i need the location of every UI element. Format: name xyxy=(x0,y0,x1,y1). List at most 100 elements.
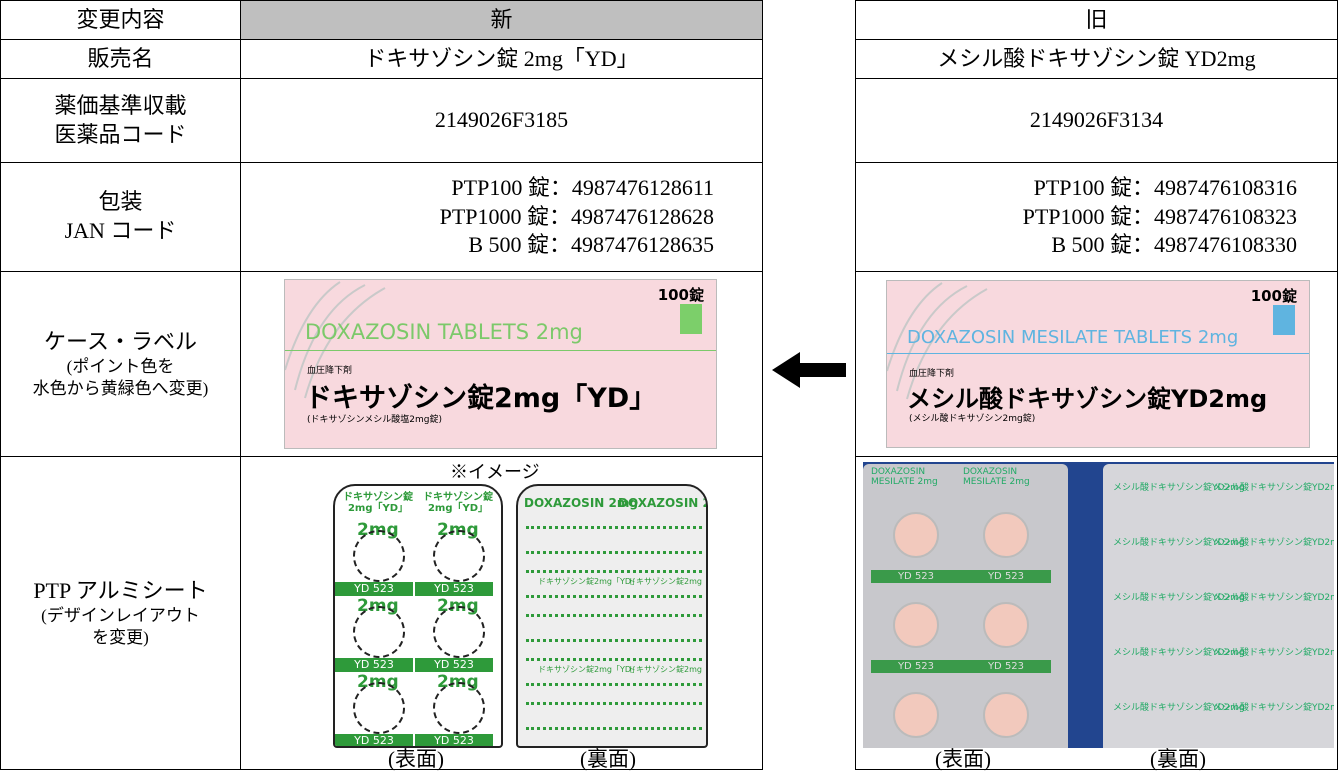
note: (ドキサゾシンメシル酸塩2mg錠) xyxy=(307,415,442,425)
cell-text: ドキサゾシン錠 2mg「YD」 xyxy=(364,45,639,71)
sheet xyxy=(1103,464,1334,748)
pocket xyxy=(433,682,485,734)
tablet xyxy=(893,512,939,558)
pocket xyxy=(353,606,405,658)
rule xyxy=(285,350,716,351)
back-name: DOXAZOSIN 2mg xyxy=(524,496,638,510)
code: YD 523 xyxy=(415,658,493,672)
pocket xyxy=(433,530,485,582)
front-name: ドキサゾシン錠2mg「YD」 xyxy=(538,665,640,674)
cell-text: PTP100 錠：4987476108316 xyxy=(1033,175,1297,201)
row-label: PTP アルミシート xyxy=(33,577,208,603)
pattern xyxy=(526,570,702,598)
case-label-new: 100錠 DOXAZOSIN TABLETS 2mg 血圧降下剤 ドキサゾシン錠… xyxy=(284,279,717,449)
back-name: メシル酸ドキサゾシン錠YD2mg xyxy=(1113,538,1245,548)
category: 血圧降下剤 xyxy=(307,366,353,376)
name-jp: メシル酸ドキサゾシン錠YD2mg xyxy=(907,385,1268,413)
back-name: メシル酸ドキサゾシン錠YD2mg xyxy=(1113,648,1245,658)
code: YD 523 xyxy=(415,734,493,746)
code: YD 523 xyxy=(335,734,413,746)
front-name: ドキサゾシン錠2mg「YD」 xyxy=(423,492,493,514)
caption: (表面) xyxy=(388,747,444,771)
cell-text: PTP100 錠：4987476128611 xyxy=(451,175,714,201)
name-en: DOXAZOSIN MESILATE TABLETS 2mg xyxy=(907,327,1239,348)
pocket xyxy=(433,606,485,658)
tablet xyxy=(893,692,939,738)
pattern xyxy=(526,526,702,554)
caption: (表面) xyxy=(935,747,991,771)
code: YD 523 xyxy=(871,570,961,583)
code: YD 523 xyxy=(335,658,413,672)
code: YD 523 xyxy=(961,570,1051,583)
front-name: ドキサゾシン錠2mg「YD」 xyxy=(538,577,640,586)
badge xyxy=(680,304,702,334)
back-name: メシル酸ドキサゾシン錠YD2mg xyxy=(1213,648,1334,658)
code: YD 523 xyxy=(871,660,961,673)
cell: メシル酸ドキサゾシン錠 YD2mg xyxy=(855,39,1338,79)
cell: 販売名 xyxy=(0,39,241,79)
code: YD 523 xyxy=(961,660,1051,673)
cell: ケース・ラベル (ポイント色を 水色から黄緑色へ変更) xyxy=(0,271,241,457)
row-label: 販売名 xyxy=(87,45,154,71)
header-cell: 新 xyxy=(240,0,763,40)
decor xyxy=(887,282,988,400)
cell: PTP100 錠：4987476108316 PTP1000 錠：49874761… xyxy=(855,162,1338,272)
rule xyxy=(887,353,1309,354)
tablet xyxy=(983,692,1029,738)
pattern xyxy=(526,658,702,686)
header-text: 旧 xyxy=(1085,6,1108,32)
row-label: 医薬品コード xyxy=(54,121,187,147)
cell: 薬価基準収載 医薬品コード xyxy=(0,78,241,163)
cell-text: 2149026F3185 xyxy=(434,107,569,133)
row-label: 薬価基準収載 xyxy=(54,92,187,118)
front-name: DOXAZOSIN MESILATE 2mg xyxy=(871,467,938,487)
header-text: 変更内容 xyxy=(76,6,165,32)
tablet xyxy=(893,602,939,648)
header-cell: 変更内容 xyxy=(0,0,241,40)
cell: 2149026F3134 xyxy=(855,78,1338,163)
front-name: ドキサゾシン錠2mg「YD」 xyxy=(628,665,706,674)
count: 100錠 xyxy=(657,286,704,304)
decor-line xyxy=(285,281,386,399)
row-label: 水色から黄緑色へ変更) xyxy=(32,379,209,399)
cell: PTP アルミシート (デザインレイアウト を変更) xyxy=(0,456,241,770)
code: YD 523 xyxy=(415,582,493,596)
cell: PTP100 錠：4987476128611 PTP1000 錠：49874761… xyxy=(240,162,763,272)
back-name: メシル酸ドキサゾシン錠YD2mg xyxy=(1113,483,1245,493)
cell: 2149026F3185 xyxy=(240,78,763,163)
image-note: ※イメージ xyxy=(450,462,540,482)
back-name: メシル酸ドキサゾシン錠YD2mg xyxy=(1213,483,1334,493)
count: 100錠 xyxy=(1250,287,1297,305)
back-name: メシル酸ドキサゾシン錠YD2mg xyxy=(1213,593,1334,603)
back-name: メシル酸ドキサゾシン錠YD2mg xyxy=(1213,703,1334,713)
back-name: メシル酸ドキサゾシン錠YD2mg xyxy=(1113,703,1245,713)
cell-text: メシル酸ドキサゾシン錠 YD2mg xyxy=(937,45,1256,71)
back-name: メシル酸ドキサゾシン錠YD2mg xyxy=(1113,593,1245,603)
header-text: 新 xyxy=(490,6,513,32)
back-name: メシル酸ドキサゾシン錠YD2mg xyxy=(1213,538,1334,548)
front-name: DOXAZOSIN MESILATE 2mg xyxy=(963,467,1030,487)
name-jp: ドキサゾシン錠2mg「YD」 xyxy=(305,383,657,414)
blister-front: ドキサゾシン錠2mg「YD」 ドキサゾシン錠2mg「YD」 2mg YD 523 2mg… xyxy=(333,484,503,748)
note: (メシル酸ドキサゾシン2mg錠) xyxy=(909,414,1036,424)
decor xyxy=(285,281,386,399)
cell-text: B 500 錠：4987476108330 xyxy=(1051,232,1297,258)
pattern xyxy=(526,702,702,730)
cell-text: PTP1000 錠：4987476128628 xyxy=(439,203,714,229)
category: 血圧降下剤 xyxy=(909,369,955,379)
row-label: ケース・ラベル xyxy=(44,328,197,354)
front-name: ドキサゾシン錠2mg「YD」 xyxy=(628,577,706,586)
back-name: DOXAZOSIN 2mg xyxy=(618,496,706,510)
cell: ドキサゾシン錠 2mg「YD」 xyxy=(240,39,763,79)
row-label: 包装 xyxy=(98,189,143,215)
cell-text: 2149026F3134 xyxy=(1029,107,1164,133)
front-name: ドキサゾシン錠2mg「YD」 xyxy=(343,492,413,514)
arrow xyxy=(772,352,846,388)
header-cell: 旧 xyxy=(855,0,1338,40)
name-en: DOXAZOSIN TABLETS 2mg xyxy=(305,320,583,344)
case-label-old: 100錠 DOXAZOSIN MESILATE TABLETS 2mg 血圧降下… xyxy=(886,280,1310,448)
cell-text: B 500 錠：4987476128635 xyxy=(468,232,714,258)
